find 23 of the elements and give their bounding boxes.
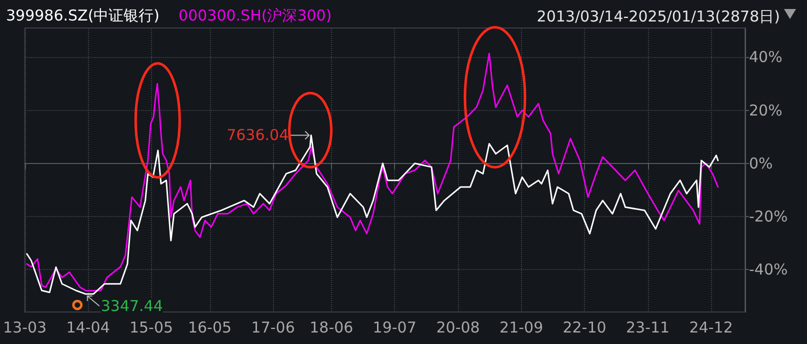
x-tick-label: 24-12 — [689, 318, 733, 336]
y-tick-label: 20% — [749, 101, 782, 120]
text: 399986.SZ(中证银行) — [6, 6, 160, 24]
x-tick-label: 14-04 — [66, 318, 110, 336]
line-series — [26, 52, 719, 292]
annotation: 7636.04 — [226, 126, 289, 144]
chart-subtitle: 2013/03/14-2025/01/13(2878日) — [536, 8, 780, 26]
x-tick-label: 15-05 — [129, 318, 174, 336]
text: 000300.SH(沪深300) — [178, 6, 332, 24]
x-tick-label: 21-09 — [500, 318, 544, 336]
x-tick-label: 19-07 — [372, 318, 416, 336]
x-tick-label: 13-03 — [2, 318, 47, 336]
y-tick-label: -40% — [749, 260, 788, 279]
y-tick-label: 0% — [749, 154, 773, 172]
x-tick-label: 18-06 — [310, 318, 354, 336]
x-tick-label: 16-05 — [188, 318, 232, 336]
x-tick-label: 17-06 — [251, 318, 295, 336]
x-tick-label: 22-10 — [562, 318, 606, 336]
annotation: 3347.44 — [100, 296, 163, 315]
y-tick-label: -20% — [749, 207, 788, 226]
x-tick-label: 23-11 — [626, 318, 670, 336]
x-tick-label: 20-08 — [436, 318, 480, 336]
y-tick-label: 40% — [749, 48, 782, 66]
